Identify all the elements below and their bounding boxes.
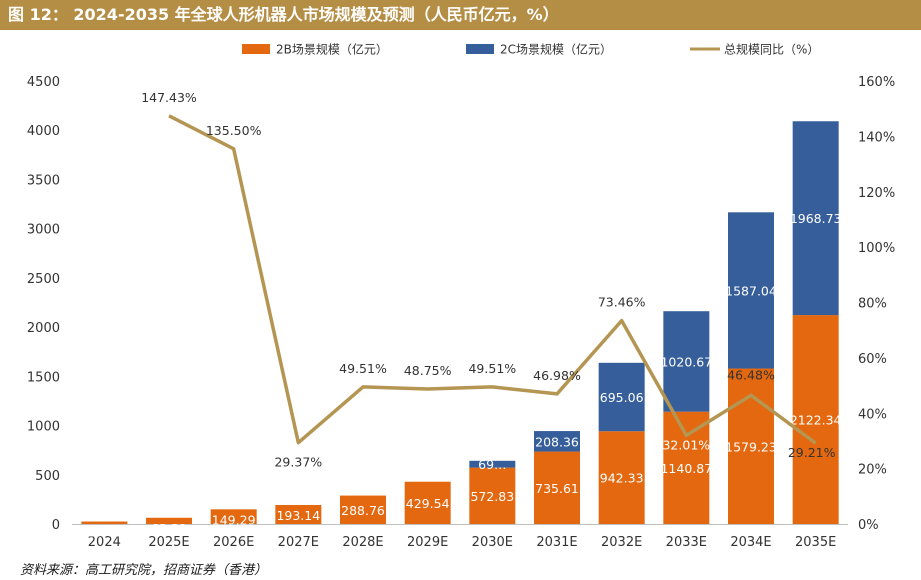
y-right-tick-label: 120%	[858, 186, 895, 201]
bar-2b-value-label: 26.61	[86, 525, 122, 540]
bar-2b-value-label: 288.76	[341, 503, 385, 518]
y-right-tick-label: 140%	[858, 130, 895, 145]
market-size-chart: 2B场景规模（亿元） 2C场景规模（亿元） 总规模同比（%） 0 500 1000 150…	[27, 42, 895, 551]
x-tick-label: 2034E	[730, 535, 771, 550]
yoy-value-label: 48.75%	[404, 363, 452, 378]
yoy-value-label: 135.50%	[206, 123, 262, 138]
bar-2b-value-label: 63.39	[151, 521, 187, 536]
yoy-value-label: 73.46%	[598, 295, 646, 310]
bar-2b	[146, 517, 192, 524]
y-right-tick-label: 60%	[858, 352, 887, 367]
y-left-tick-label: 1000	[27, 420, 60, 435]
bar-2b-value-label: 1140.87	[660, 461, 712, 476]
x-tick-label: 2026E	[213, 535, 254, 550]
bar-2c	[469, 460, 516, 468]
bar-2c	[792, 121, 839, 316]
bar-2b-value-label: 149.29	[212, 512, 256, 527]
bar-2b-value-label: 1579.23	[725, 439, 777, 454]
legend: 2B场景规模（亿元） 2C场景规模（亿元） 总规模同比（%）	[242, 42, 819, 57]
yoy-value-label: 49.51%	[339, 361, 387, 376]
bar-labels: 26.61 63.39 149.29 193.14 288.76 429.54 69… 572…	[86, 211, 841, 539]
bar-2b	[210, 509, 257, 524]
yoy-value-label: 29.37%	[274, 455, 322, 470]
bar-2c-value-label: 1968.73	[790, 211, 842, 226]
legend-swatch	[242, 44, 270, 54]
bar-2c-value-label: 208.36	[535, 434, 579, 449]
source-note: 资料来源：高工研究院，招商证券（香港）	[20, 563, 268, 578]
y-left-tick-label: 4000	[27, 124, 60, 139]
x-tick-label: 2027E	[278, 535, 319, 550]
yoy-value-label: 147.43%	[141, 90, 197, 105]
bar-2c-value-label: 695.06	[600, 390, 644, 405]
bar-2b	[340, 495, 386, 524]
bars	[81, 121, 839, 524]
bar-2b	[81, 521, 128, 524]
y-left-tick-label: 3000	[27, 223, 60, 238]
x-tick-label: 2024	[88, 535, 121, 550]
bar-2b	[404, 481, 451, 524]
y-left-tick-label: 4500	[27, 75, 60, 90]
yoy-value-label: 32.01%	[662, 437, 710, 452]
bar-2b-value-label: 193.14	[276, 508, 320, 523]
y-left-tick-label: 2500	[27, 272, 60, 287]
y-axis-left: 0 500 1000 1500 2000 2500 3000 3500 4000 4500	[27, 75, 60, 533]
bar-2c-value-label: 1020.67	[660, 354, 712, 369]
bar-2b	[534, 451, 580, 524]
y-left-tick-label: 0	[52, 518, 60, 533]
bar-2b	[598, 431, 645, 524]
x-tick-label: 2025E	[148, 535, 189, 550]
bar-2b	[663, 411, 710, 524]
y-right-tick-label: 40%	[858, 407, 887, 422]
x-tick-label: 2035E	[795, 535, 836, 550]
bar-2c-value-label: 1587.04	[725, 283, 777, 298]
y-right-tick-label: 20%	[858, 463, 887, 478]
yoy-value-label: 49.51%	[468, 361, 516, 376]
y-right-tick-label: 100%	[858, 241, 895, 256]
bar-2b-value-label: 942.33	[600, 471, 644, 486]
y-axis-right: 0% 20% 40% 60% 80% 100% 120% 140% 160%	[858, 75, 895, 533]
y-left-tick-label: 2000	[27, 321, 60, 336]
yoy-line	[168, 114, 817, 445]
bar-2b-value-label: 735.61	[535, 481, 579, 496]
y-left-tick-label: 3500	[27, 173, 60, 188]
x-tick-label: 2031E	[536, 535, 577, 550]
legend-label: 2C场景规模（亿元）	[500, 42, 612, 57]
y-right-tick-label: 160%	[858, 75, 895, 90]
y-left-tick-label: 500	[35, 469, 60, 484]
bar-2b	[792, 315, 839, 524]
yoy-value-label: 46.48%	[727, 367, 775, 382]
bar-2c	[728, 212, 774, 369]
legend-label: 总规模同比（%）	[724, 42, 819, 57]
bar-2b	[275, 504, 322, 524]
bar-2c	[663, 311, 710, 412]
bar-2b-value-label: 429.54	[406, 496, 450, 511]
legend-swatch	[466, 44, 494, 54]
y-left-tick-label: 1500	[27, 370, 60, 385]
bar-2b-value-label: 2122.34	[790, 413, 842, 428]
legend-label: 2B场景规模（亿元）	[276, 42, 388, 57]
x-tick-label: 2028E	[342, 535, 383, 550]
bar-2c-value-label: 69…	[478, 457, 506, 472]
bar-2b-value-label: 572.83	[470, 489, 514, 504]
figure-title: 图 12： 2024-2035 年全球人形机器人市场规模及预测（人民币亿元，%）	[0, 0, 921, 30]
x-tick-label: 2032E	[601, 535, 642, 550]
yoy-value-label: 29.21%	[788, 445, 836, 460]
y-right-tick-label: 80%	[858, 297, 887, 312]
x-axis: 2024 2025E 2026E 2027E 2028E 2029E 2030E 2031E 2…	[72, 524, 848, 550]
bar-2c	[534, 431, 580, 452]
x-tick-label: 2030E	[472, 535, 513, 550]
yoy-labels: 147.43% 135.50% 29.37% 49.51% 48.75% 49.51% 46…	[141, 90, 835, 470]
y-right-tick-label: 0%	[858, 518, 879, 533]
bar-2b	[469, 467, 516, 524]
bar-2c	[598, 362, 645, 432]
x-tick-label: 2033E	[666, 535, 707, 550]
yoy-polyline	[168, 114, 817, 445]
yoy-value-label: 46.98%	[533, 368, 581, 383]
x-tick-label: 2029E	[407, 535, 448, 550]
